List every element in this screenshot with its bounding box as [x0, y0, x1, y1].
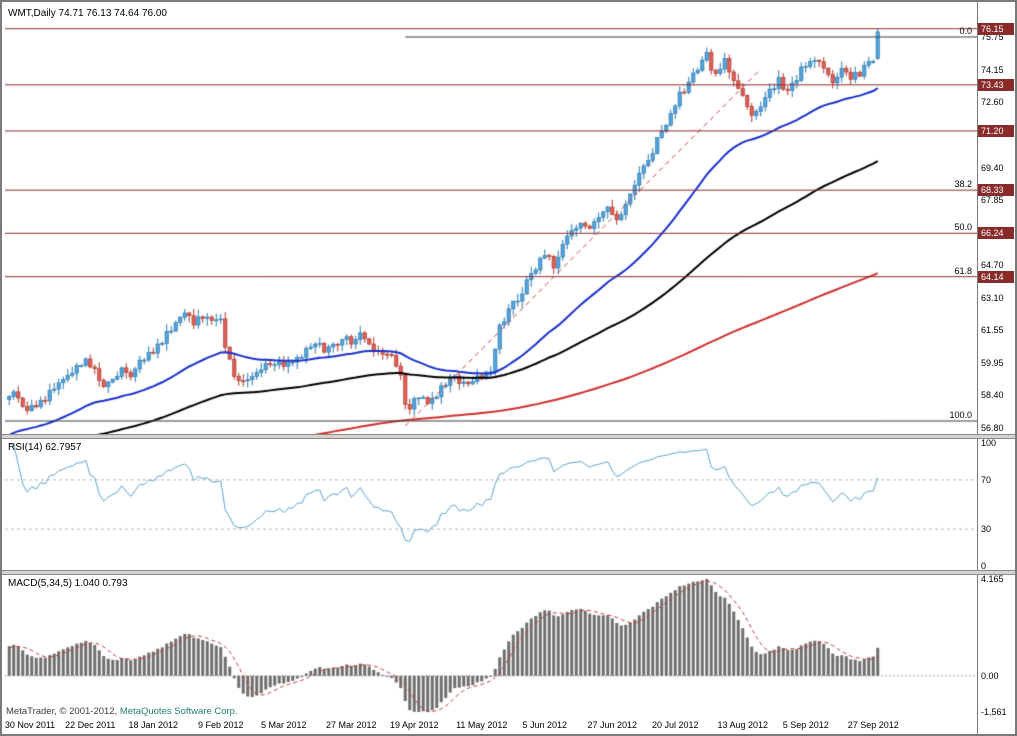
date-label: 9 Feb 2012: [197, 720, 244, 730]
copyright-text: MetaTrader, © 2001-2012,: [6, 706, 120, 717]
rsi-axis-label: 0: [981, 561, 987, 571]
price-axis-label: 69.40: [981, 163, 1004, 174]
price-axis-label: 58.40: [981, 390, 1004, 401]
rsi-canvas[interactable]: [5, 439, 977, 570]
price-badge: 76.15: [978, 22, 1014, 35]
price-axis-label: 74.15: [981, 65, 1004, 75]
rsi-axis-label: 100: [981, 438, 997, 448]
price-axis[interactable]: 75.75 74.15 72.60 69.40 67.85 64.70 63.10 61.55…: [977, 2, 1015, 734]
date-label: 30 Nov 2011: [4, 720, 56, 730]
price-axis-label: 63.10: [981, 293, 1004, 304]
macd-canvas[interactable]: [5, 575, 977, 716]
price-badge: 71.20: [978, 124, 1014, 137]
macd-axis-label: -1.561: [981, 707, 1007, 718]
price-axis-label: 72.60: [981, 97, 1004, 107]
fib-level-label: 50.0: [954, 222, 972, 233]
date-label: 20 Jul 2012: [651, 720, 699, 730]
price-axis-label: 56.80: [981, 423, 1004, 434]
price-badge: 66.24: [978, 227, 1014, 240]
macd-axis-label: 0.00: [981, 670, 999, 681]
price-axis-label: 67.85: [981, 195, 1004, 206]
date-label: 27 Mar 2012: [325, 720, 377, 730]
date-label: 13 Aug 2012: [717, 720, 769, 730]
price-axis-label: 59.95: [981, 358, 1004, 369]
rsi-axis-label: 30: [981, 524, 992, 535]
chart-title: WMT,Daily 74.71 76.13 74.64 76.00: [8, 8, 167, 19]
price-axis-label: 61.55: [981, 325, 1004, 336]
date-label: 27 Sep 2012: [847, 720, 899, 730]
price-badge: 68.33: [978, 184, 1014, 197]
date-label: 5 Jun 2012: [522, 720, 568, 730]
price-badge: 73.43: [978, 78, 1014, 91]
copyright: MetaTrader, © 2001-2012, MetaQuotes Soft…: [6, 706, 238, 717]
macd-axis-label: 4.165: [981, 574, 1004, 585]
main-chart-canvas[interactable]: [5, 6, 977, 434]
price-axis-label: 75.75: [981, 31, 1004, 42]
date-axis[interactable]: 30 Nov 2011 22 Dec 2011 18 Jan 2012 9 Feb 2…: [2, 716, 978, 734]
rsi-axis-label: 70: [981, 474, 992, 485]
date-label: 11 May 2012: [456, 720, 508, 730]
date-label: 27 Jun 2012: [587, 720, 638, 730]
price-badge: 64.14: [978, 270, 1014, 283]
fib-level-label: 38.2: [954, 179, 972, 190]
macd-title: MACD(5,34,5) 1.040 0.793: [8, 578, 128, 589]
panel-separator[interactable]: [2, 434, 1015, 439]
metaquotes-link[interactable]: MetaQuotes Software Corp.: [119, 706, 238, 717]
date-label: 5 Sep 2012: [782, 720, 829, 730]
date-label: 18 Jan 2012: [128, 720, 179, 730]
rsi-title: RSI(14) 62.7957: [8, 442, 82, 453]
price-axis-label: 64.70: [981, 260, 1004, 271]
date-label: 19 Apr 2012: [389, 720, 439, 730]
fib-level-label: 61.8: [954, 265, 972, 276]
date-label: 22 Dec 2011: [65, 720, 116, 730]
fib-level-label: 100.0: [949, 409, 972, 420]
panel-separator[interactable]: [2, 570, 1015, 575]
date-label: 5 Mar 2012: [260, 720, 307, 730]
fib-level-label: 0.0: [959, 25, 972, 36]
